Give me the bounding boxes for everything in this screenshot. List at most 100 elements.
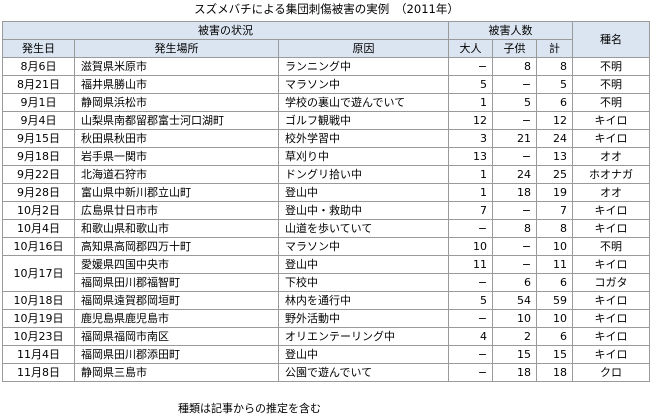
cell-species: キイロ — [572, 111, 651, 130]
cell-total: 25 — [536, 165, 574, 184]
cell-place: 滋賀県米原市 — [74, 57, 279, 76]
cell-species: 不明 — [572, 93, 651, 112]
cell-adults: 5 — [448, 75, 494, 94]
cell-total: 11 — [536, 255, 574, 274]
cell-children: − — [492, 201, 538, 220]
cell-total: 19 — [536, 183, 574, 202]
cell-cause: 登山中・救助中 — [277, 201, 450, 220]
cell-place: 福井県勝山市 — [74, 75, 279, 94]
header-cause: 原因 — [277, 39, 450, 58]
header-victims: 被害人数 — [448, 21, 574, 40]
cell-species: キイロ — [572, 129, 651, 148]
cell-total: 12 — [536, 111, 574, 130]
cell-total: 59 — [536, 291, 574, 310]
cell-species: キイロ — [572, 201, 651, 220]
cell-adults: − — [448, 309, 494, 328]
table-row: 10月16日 高知県高岡郡四万十町 マラソン中 10 − 10 不明 — [2, 237, 651, 256]
cell-date: 10月18日 — [2, 291, 75, 310]
cell-total: 15 — [536, 345, 574, 364]
footnote: 種類は記事からの推定を含む — [178, 402, 321, 415]
cell-adults: 13 — [448, 147, 494, 166]
cell-place: 北海道石狩市 — [74, 165, 279, 184]
cell-date: 11月4日 — [2, 345, 75, 364]
cell-date: 10月16日 — [2, 237, 75, 256]
header-situation: 被害の状況 — [1, 21, 450, 40]
cell-place: 福岡県田川郡福智町 — [74, 273, 279, 292]
cell-species: クロ — [572, 363, 651, 382]
header-adults: 大人 — [448, 39, 494, 58]
cell-cause: 登山中 — [277, 183, 450, 202]
table-row: 8月6日 滋賀県米原市 ランニング中 − 8 8 不明 — [2, 57, 651, 76]
cell-place: 和歌山県和歌山市 — [74, 219, 279, 238]
cell-species: 不明 — [572, 237, 651, 256]
cell-species: キイロ — [572, 327, 651, 346]
cell-cause: 登山中 — [277, 345, 450, 364]
cell-place: 福岡県遠賀郡岡垣町 — [74, 291, 279, 310]
cell-total: 8 — [536, 57, 574, 76]
header-row-sub: 発生日 発生場所 原因 大人 子供 計 — [2, 39, 650, 58]
cell-date: 9月1日 — [2, 93, 75, 112]
cell-place: 静岡県三島市 — [74, 363, 279, 382]
cell-adults: 1 — [448, 165, 494, 184]
cell-children: 8 — [492, 57, 538, 76]
cell-total: 10 — [536, 237, 574, 256]
cell-adults: 1 — [448, 183, 494, 202]
cell-adults: 3 — [448, 129, 494, 148]
cell-children: 8 — [492, 219, 538, 238]
cell-children: 24 — [492, 165, 538, 184]
cell-adults: 12 — [448, 111, 494, 130]
table-row: 9月4日 山梨県南都留郡富士河口湖町 ゴルフ観戦中 12 − 12 キイロ — [2, 111, 651, 130]
cell-cause: 校外学習中 — [277, 129, 450, 148]
cell-place: 岩手県一関市 — [74, 147, 279, 166]
cell-adults: 7 — [448, 201, 494, 220]
cell-children: 54 — [492, 291, 538, 310]
cell-children: 10 — [492, 309, 538, 328]
cell-adults: 11 — [448, 255, 494, 274]
cell-adults: 4 — [448, 327, 494, 346]
cell-total: 13 — [536, 147, 574, 166]
cell-date: 10月2日 — [2, 201, 75, 220]
cell-cause: 野外活動中 — [277, 309, 450, 328]
cell-children: 18 — [492, 363, 538, 382]
cell-adults: 5 — [448, 291, 494, 310]
cell-species: キイロ — [572, 255, 651, 274]
table-row: 9月15日 秋田県秋田市 校外学習中 3 21 24 キイロ — [2, 129, 651, 148]
cell-children: − — [492, 75, 538, 94]
cell-place: 山梨県南都留郡富士河口湖町 — [74, 111, 279, 130]
cell-adults: − — [448, 273, 494, 292]
cell-species: コガタ — [572, 273, 651, 292]
cell-date: 11月8日 — [2, 363, 75, 382]
cell-cause: 林内を通行中 — [277, 291, 450, 310]
cell-adults: − — [448, 345, 494, 364]
cell-date: 9月28日 — [2, 183, 75, 202]
cell-adults: − — [448, 219, 494, 238]
table-row: 10月23日 福岡県福岡市南区 オリエンテーリング中 4 2 6 キイロ — [2, 327, 651, 346]
cell-place: 愛媛県四国中央市 — [74, 255, 279, 274]
cell-species: 不明 — [572, 57, 651, 76]
cell-adults: 1 — [448, 93, 494, 112]
cell-children: 21 — [492, 129, 538, 148]
cell-date: 8月21日 — [2, 75, 75, 94]
cell-species: キイロ — [572, 345, 651, 364]
cell-total: 5 — [536, 75, 574, 94]
cell-place: 鹿児島県鹿児島市 — [74, 309, 279, 328]
cell-children: 2 — [492, 327, 538, 346]
cell-cause: 下校中 — [277, 273, 450, 292]
table-row: 9月22日 北海道石狩市 ドングリ拾い中 1 24 25 ホオナガ — [2, 165, 651, 184]
cell-total: 10 — [536, 309, 574, 328]
cell-cause: ランニング中 — [277, 57, 450, 76]
cell-cause: 公園で遊んでいて — [277, 363, 450, 382]
cell-date: 9月4日 — [2, 111, 75, 130]
cell-total: 6 — [536, 327, 574, 346]
cell-date: 8月6日 — [2, 57, 75, 76]
cell-place: 秋田県秋田市 — [74, 129, 279, 148]
damage-table: 被害の状況 被害人数 種名 発生日 発生場所 原因 大人 子供 計 8月6日 滋… — [1, 21, 651, 382]
cell-adults: − — [448, 363, 494, 382]
cell-date: 9月18日 — [2, 147, 75, 166]
table-row: 10月17日 愛媛県四国中央市 登山中 11 − 11 キイロ — [2, 255, 651, 292]
cell-adults: 10 — [448, 237, 494, 256]
cell-date: 10月23日 — [2, 327, 75, 346]
header-date: 発生日 — [2, 39, 75, 58]
cell-cause: オリエンテーリング中 — [277, 327, 450, 346]
cell-place: 静岡県浜松市 — [74, 93, 279, 112]
